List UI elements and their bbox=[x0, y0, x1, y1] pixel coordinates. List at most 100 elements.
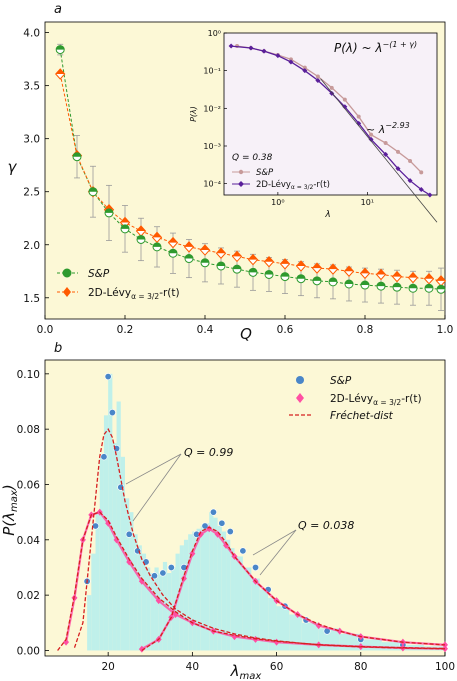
levy-point bbox=[442, 645, 448, 653]
sp-point-fill bbox=[393, 283, 401, 288]
levy-point-fill bbox=[168, 237, 178, 243]
panel-b-legend: S&P 2D-Lévyα = 3/2-r(t) Fréchet-dist bbox=[289, 375, 422, 422]
histogram-bar bbox=[268, 597, 277, 651]
legend-b-levy-sub: α = 3/2 bbox=[373, 398, 401, 407]
levy-point-fill bbox=[152, 232, 162, 238]
legend-levy-label: 2D-Lévyα = 3/2-r(t) bbox=[88, 287, 180, 301]
inset-sp-point bbox=[315, 74, 320, 79]
histogram-bar bbox=[242, 567, 252, 651]
sp-point-fill bbox=[329, 277, 337, 282]
inset-sp-point bbox=[408, 158, 413, 163]
x-tick-label: 20 bbox=[101, 661, 114, 673]
y-tick-label: 3.0 bbox=[23, 134, 40, 146]
histogram-bar bbox=[103, 415, 109, 651]
levy-point-fill bbox=[392, 271, 402, 277]
levy-point-fill bbox=[264, 256, 274, 262]
levy-point-fill bbox=[280, 258, 290, 264]
histogram-bar bbox=[234, 556, 243, 651]
legend-b-levy-label: 2D-Lévyα = 3/2-r(t) bbox=[330, 393, 422, 407]
levy-point bbox=[113, 536, 120, 544]
inset-sp-point bbox=[396, 149, 401, 154]
annotation-q099-arrow-2 bbox=[132, 453, 182, 522]
x-tick-label: 80 bbox=[354, 661, 367, 673]
y-tick-label: 0.06 bbox=[17, 479, 41, 491]
histogram-bar bbox=[146, 567, 151, 651]
x-tick-label: 0.6 bbox=[277, 324, 294, 336]
histogram-bar bbox=[276, 606, 290, 651]
histogram-bar bbox=[217, 525, 222, 651]
histogram-bar bbox=[213, 517, 218, 651]
inset-formula-exp: −(1 + γ) bbox=[383, 40, 418, 49]
histogram-bar bbox=[137, 545, 142, 651]
inset-levy-point bbox=[248, 45, 254, 51]
x-tick-label: 1.0 bbox=[437, 324, 454, 336]
legend-b-levy-marker bbox=[296, 393, 304, 403]
sp-point-fill bbox=[425, 284, 433, 289]
inset-x-tick-label: 10⁰ bbox=[271, 198, 284, 207]
levy-point-fill bbox=[436, 275, 446, 281]
y-tick-label: 3.5 bbox=[23, 81, 40, 93]
x-tick-label: 100 bbox=[435, 661, 455, 673]
sp-point bbox=[167, 563, 175, 571]
levy-point bbox=[105, 519, 112, 527]
histogram-bar bbox=[381, 642, 403, 651]
inset-sp-point bbox=[302, 65, 307, 70]
levy-point-fill bbox=[408, 272, 418, 278]
inset-q: Q = 0.38 bbox=[232, 153, 273, 163]
inset-levy-point bbox=[315, 77, 321, 83]
legend-b-frechet-label: Fréchet-dist bbox=[330, 410, 394, 422]
sp-point bbox=[125, 530, 133, 538]
annotation-q038-label: Q = 0.038 bbox=[298, 519, 354, 532]
sp-point-fill bbox=[73, 152, 81, 157]
panel-b-x-label-sub: max bbox=[240, 671, 262, 681]
sp-point-fill bbox=[217, 261, 225, 266]
inset-legend-levy-sub: α = 3/2 bbox=[291, 184, 314, 191]
inset-sp-point bbox=[369, 132, 374, 137]
histogram-bar bbox=[133, 534, 138, 651]
inset-sp-point bbox=[356, 114, 361, 119]
levy-point-fill bbox=[312, 263, 322, 269]
histogram-bar bbox=[183, 539, 189, 651]
sp-point-fill bbox=[56, 45, 65, 50]
panel-a-x-label: Q bbox=[240, 325, 252, 343]
histogram-bar bbox=[251, 578, 260, 651]
inset-axes: 10⁰ 10¹ 10⁰ 10⁻¹ 10⁻² 10⁻³ 10⁻⁴ bbox=[203, 29, 374, 207]
inset-levy-point bbox=[395, 166, 401, 172]
frechet-curve bbox=[73, 427, 446, 650]
annotation-q038-arrow-1 bbox=[252, 529, 297, 556]
histogram-bar bbox=[175, 553, 180, 651]
panel-b-y-label-sub: max bbox=[9, 490, 20, 512]
histogram-bar bbox=[112, 442, 117, 651]
y-tick-label: 0.08 bbox=[17, 424, 40, 436]
sp-point-fill bbox=[345, 279, 353, 284]
sp-point-fill bbox=[233, 265, 241, 270]
levy-point bbox=[223, 541, 230, 549]
sp-point-fill bbox=[121, 224, 129, 229]
levy-point bbox=[138, 645, 145, 653]
levy-point-fill bbox=[360, 268, 370, 274]
inset-slope-main: ~ λ bbox=[366, 123, 385, 136]
histogram-bar bbox=[230, 548, 235, 651]
inset-legend-levy-main: 2D-Lévy bbox=[256, 179, 291, 190]
histogram-bar bbox=[192, 531, 197, 651]
inset-legend-levy-label: 2D-Lévyα = 3/2-r(t) bbox=[256, 179, 330, 191]
levy-point-fill bbox=[248, 254, 258, 260]
sp-point bbox=[104, 373, 112, 381]
inset-formula-main: P(λ) ~ λ bbox=[334, 41, 383, 55]
histogram-bar bbox=[150, 573, 155, 651]
inset-sp-point bbox=[342, 97, 347, 102]
inset-y-tick-label: 10⁻⁴ bbox=[203, 180, 221, 189]
annotation-q038-arrow-2 bbox=[259, 529, 297, 576]
histogram-bar bbox=[221, 531, 227, 651]
histogram-bar bbox=[289, 614, 302, 651]
levy-point-fill bbox=[328, 264, 338, 270]
legend-b-sp-marker bbox=[296, 376, 304, 384]
histogram-bar bbox=[188, 534, 193, 651]
panel-b-y-label: P(λmax) bbox=[0, 484, 20, 535]
sp-point-fill bbox=[201, 258, 209, 263]
inset-x-label: λ bbox=[324, 210, 330, 220]
panel-b-y-label-end: ) bbox=[0, 484, 18, 491]
panel-a-y-label: γ bbox=[8, 158, 18, 176]
histogram-bar bbox=[87, 595, 92, 651]
